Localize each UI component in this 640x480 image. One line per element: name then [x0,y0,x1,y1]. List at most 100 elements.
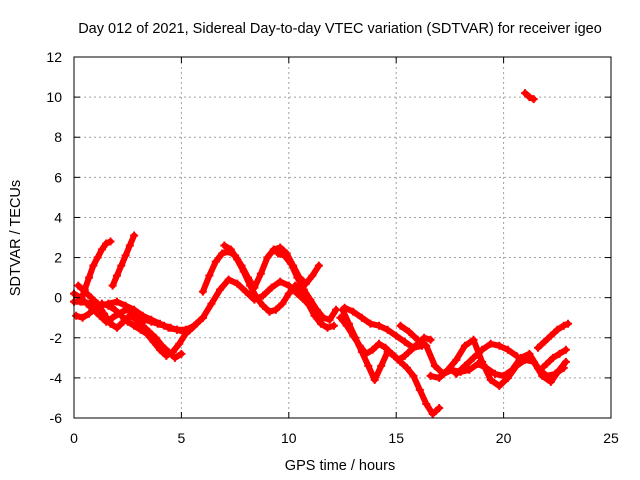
data-point [426,371,435,380]
data-point [312,305,321,314]
data-point [561,345,570,354]
y-tick-label: -4 [50,370,63,386]
data-point [364,361,373,370]
data-point [173,325,182,334]
data-point [78,313,87,322]
data-point [112,271,121,280]
data-point [125,311,134,320]
data-point [400,351,409,360]
data-point [428,409,437,418]
data-point [267,283,276,292]
series-track-n [426,335,570,390]
series-track-e [108,231,139,290]
data-point [164,323,173,332]
data-point [512,351,521,360]
data-point [422,399,431,408]
data-point [241,287,250,296]
data-point [106,319,115,328]
series-track-q [536,345,570,374]
data-point [112,323,121,332]
data-point [246,281,255,290]
data-point [512,361,521,370]
data-point [310,311,319,320]
data-point [130,305,139,314]
data-point [540,337,549,346]
data-point [469,335,478,344]
data-point [465,365,474,374]
data-point [422,341,431,350]
y-tick-label: 4 [54,209,62,225]
data-point [265,307,274,316]
data-point [110,305,119,314]
data-point [125,241,134,250]
data-point [293,273,302,282]
data-point [415,385,424,394]
data-point [224,275,233,284]
data-point [314,261,323,270]
data-point [132,315,141,324]
data-point [368,345,377,354]
data-point [274,249,283,258]
data-point [97,245,106,254]
x-tick-label: 20 [496,430,512,446]
data-point [74,281,83,290]
data-point [252,293,261,302]
data-point [357,313,366,322]
data-point [495,381,504,390]
data-point [525,93,534,102]
data-point [396,321,405,330]
data-point [138,321,147,330]
data-point [226,245,235,254]
data-point [308,271,317,280]
y-tick-label: -6 [50,410,63,426]
data-point [158,341,167,350]
data-point [72,311,81,320]
x-tick-label: 0 [70,430,78,446]
data-point [435,403,444,412]
data-point [538,371,547,380]
data-point [529,357,538,366]
data-point [383,325,392,334]
data-point [218,249,227,258]
data-point [119,317,128,326]
x-tick-label: 10 [281,430,297,446]
data-point [370,375,379,384]
data-point [394,355,403,364]
data-point [106,237,115,246]
x-tick-label: 15 [388,430,404,446]
data-point [130,321,139,330]
data-point [85,309,94,318]
data-point [89,261,98,270]
data-point [121,251,130,260]
data-point [469,353,478,362]
data-point [521,355,530,364]
data-point [349,331,358,340]
data-point [325,315,334,324]
data-point [117,311,126,320]
data-point [233,279,242,288]
data-point [413,335,422,344]
data-point [263,253,272,262]
data-point [85,273,94,282]
data-point [198,287,207,296]
data-point [561,357,570,366]
data-point [286,259,295,268]
data-point [521,89,530,98]
data-point [104,299,113,308]
data-point [284,289,293,298]
data-point [430,361,439,370]
data-point [377,361,386,370]
series-track-j [338,305,444,418]
data-point [336,313,345,322]
data-point [276,277,285,286]
data-point [117,261,126,270]
data-point [375,339,384,348]
data-point [121,301,130,310]
data-point [108,281,117,290]
data-point [207,299,216,308]
data-point [366,319,375,328]
data-point [175,339,184,348]
data-point [387,349,396,358]
data-point [233,255,242,264]
data-point [503,373,512,382]
